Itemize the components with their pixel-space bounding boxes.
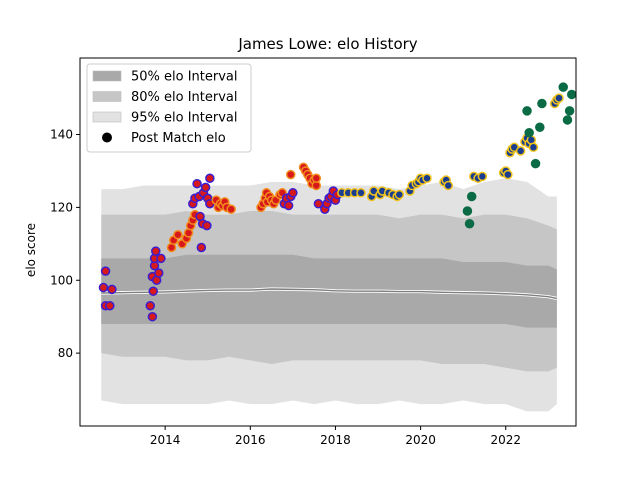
elo-point [156, 253, 166, 264]
elo-point [554, 93, 564, 103]
elo-point [98, 282, 109, 293]
elo-point [422, 173, 432, 183]
elo-point [192, 178, 202, 189]
point-group-4 [211, 188, 287, 214]
elo-point [477, 171, 488, 182]
legend-box [86, 63, 252, 153]
plot-area: 2014 2016 2018 2020 2022 80 100 120 140 [50, 57, 577, 447]
elo-point [226, 204, 236, 214]
elo-point [288, 188, 298, 198]
point-group-6 [286, 162, 322, 191]
y-tick-label: 100 [50, 273, 73, 287]
legend-label: 95% elo Interval [131, 111, 238, 126]
elo-point [558, 82, 568, 92]
legend-label: Post Match elo [131, 131, 226, 146]
elo-point [356, 188, 366, 198]
elo-point [562, 115, 573, 125]
legend-swatch [92, 111, 122, 123]
elo-point [566, 89, 577, 100]
elo-point [466, 191, 477, 202]
x-tick-label: 2022 [490, 433, 521, 447]
elo-point [564, 106, 575, 116]
elo-point [530, 158, 541, 169]
legend-label: 80% elo Interval [131, 90, 238, 105]
elo-point [100, 266, 111, 276]
elo-point [147, 311, 158, 322]
legend-marker [102, 132, 112, 143]
elo-point [515, 146, 526, 156]
median-line [101, 288, 557, 300]
legend: 50% elo Interval 80% elo Interval 95% elo … [86, 63, 252, 153]
y-tick-label: 120 [50, 200, 73, 214]
y-axis-label: elo score [24, 223, 38, 277]
elo-point [394, 189, 405, 200]
x-tick-label: 2020 [405, 433, 436, 447]
elo-point [154, 268, 164, 278]
point-group-9 [462, 82, 577, 229]
elo-point [205, 173, 215, 183]
point-group-3 [188, 173, 215, 253]
point-group-1 [98, 246, 166, 322]
y-tick-label: 80 [58, 346, 73, 360]
elo-point [173, 229, 183, 240]
elo-point [151, 246, 161, 256]
elo-point [537, 98, 547, 109]
point-group-2 [166, 209, 200, 253]
elo-point [196, 242, 207, 253]
elo-point [148, 286, 158, 296]
elo-point [107, 284, 117, 295]
legend-swatch [92, 70, 122, 82]
elo-point [522, 106, 532, 116]
elo-point [462, 206, 473, 216]
point-group-8 [337, 93, 564, 202]
elo-point [105, 301, 115, 311]
elo-point [503, 169, 513, 180]
legend-label: 50% elo Interval [131, 70, 238, 85]
legend-swatch [92, 91, 122, 102]
x-tick-label: 2014 [150, 433, 181, 447]
x-tick-label: 2016 [235, 433, 266, 447]
elo-point [145, 301, 155, 311]
axes-frame [79, 57, 577, 427]
y-tick-label: 140 [50, 128, 73, 142]
x-tick-label: 2018 [320, 433, 351, 447]
elo-point [286, 169, 296, 180]
point-group-7 [313, 186, 343, 214]
point-group-5 [279, 188, 298, 211]
chart-title: James Lowe: elo History [237, 35, 417, 53]
elo-point [535, 122, 545, 132]
elo-point [200, 182, 211, 193]
elo-point [528, 142, 539, 153]
elo-point [311, 173, 322, 183]
elo-point [464, 219, 475, 229]
elo-point [524, 127, 534, 138]
elo-point [202, 220, 212, 231]
elo-point [443, 180, 454, 191]
elo-point [283, 200, 294, 211]
